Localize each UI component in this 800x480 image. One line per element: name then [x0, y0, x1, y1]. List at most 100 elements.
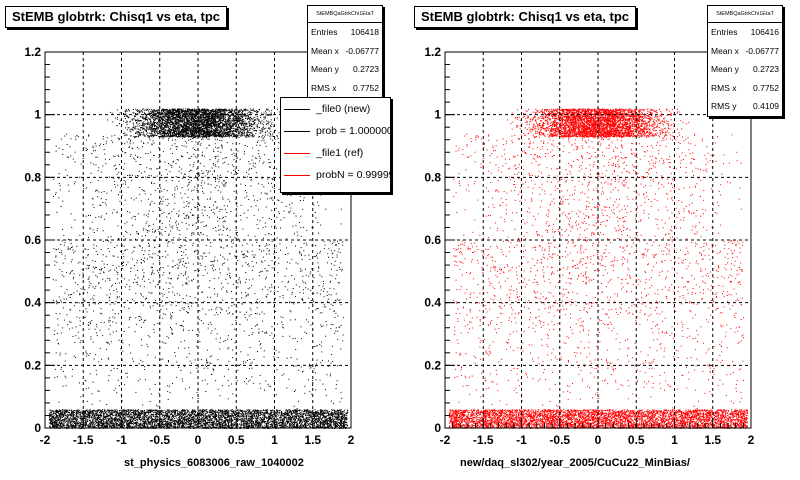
data-point — [134, 414, 136, 416]
data-point — [277, 422, 279, 424]
data-point — [218, 414, 220, 416]
data-point — [285, 422, 286, 424]
data-point — [280, 426, 282, 428]
data-point — [64, 418, 66, 420]
data-point — [80, 416, 82, 417]
data-point — [175, 417, 177, 419]
data-point — [134, 422, 135, 424]
data-point — [49, 414, 51, 416]
data-point — [53, 417, 55, 419]
data-point — [280, 420, 282, 421]
data-point — [330, 413, 332, 415]
data-point — [99, 421, 101, 423]
data-point — [184, 413, 186, 415]
data-point — [182, 417, 184, 419]
data-point — [146, 411, 148, 413]
data-point — [96, 414, 98, 416]
data-point — [70, 414, 72, 416]
data-point — [276, 410, 278, 412]
data-point — [272, 424, 274, 426]
data-point — [70, 415, 72, 417]
data-point — [279, 412, 281, 414]
data-point — [92, 412, 94, 414]
data-point — [57, 415, 59, 417]
data-point — [325, 419, 327, 421]
data-point — [135, 409, 137, 411]
data-point — [59, 414, 61, 416]
data-point — [322, 426, 324, 428]
data-point — [60, 412, 62, 414]
data-point — [122, 421, 124, 423]
data-point — [51, 413, 53, 415]
data-point — [166, 415, 167, 417]
data-point — [80, 415, 82, 417]
data-point — [199, 421, 201, 423]
data-point — [339, 420, 341, 421]
data-point — [264, 413, 266, 415]
data-point — [169, 416, 171, 418]
data-point — [133, 413, 135, 415]
data-point — [194, 420, 196, 422]
data-point — [53, 424, 55, 426]
data-point — [294, 415, 296, 417]
data-point — [108, 420, 110, 422]
data-point — [332, 412, 334, 414]
data-point — [291, 421, 292, 423]
data-point — [87, 409, 89, 411]
data-point — [66, 424, 68, 426]
data-point — [200, 419, 202, 421]
data-point — [264, 421, 266, 422]
data-point — [116, 414, 118, 415]
data-point — [184, 411, 186, 413]
data-point — [136, 413, 138, 415]
data-point — [224, 422, 225, 424]
data-point — [215, 424, 217, 426]
data-point — [202, 419, 204, 421]
data-point — [123, 419, 125, 421]
data-point — [204, 410, 206, 411]
data-point — [102, 409, 104, 411]
data-point — [292, 424, 294, 425]
data-point — [68, 425, 70, 427]
data-point — [254, 412, 255, 414]
data-point — [77, 424, 79, 426]
data-point — [75, 421, 77, 423]
data-point — [102, 417, 104, 419]
data-point — [345, 421, 347, 423]
data-point — [215, 409, 217, 411]
data-point — [280, 412, 282, 414]
data-point — [263, 418, 265, 420]
data-point — [179, 421, 181, 423]
data-point — [87, 425, 89, 427]
data-point — [79, 422, 81, 424]
data-point — [244, 411, 246, 413]
data-point — [150, 415, 152, 417]
data-point — [93, 415, 95, 417]
data-point — [97, 410, 99, 412]
data-point — [120, 414, 122, 416]
data-point — [59, 416, 61, 418]
data-point — [107, 418, 109, 419]
data-point — [319, 421, 321, 423]
data-point — [287, 414, 289, 416]
data-point — [330, 414, 331, 416]
data-point — [116, 412, 118, 414]
data-point — [242, 420, 244, 422]
data-point — [287, 410, 289, 412]
data-point — [331, 411, 333, 413]
data-point — [141, 411, 143, 413]
data-point — [96, 418, 98, 420]
data-point — [93, 426, 95, 428]
data-point — [177, 411, 178, 413]
data-point — [114, 417, 116, 418]
data-point — [84, 412, 86, 414]
data-point — [336, 410, 338, 412]
data-point — [278, 419, 280, 421]
data-point — [131, 412, 133, 414]
data-point — [319, 413, 321, 415]
data-point — [199, 418, 201, 420]
data-point — [83, 416, 85, 418]
data-point — [224, 416, 226, 418]
data-point — [170, 425, 172, 427]
data-point — [49, 420, 51, 422]
